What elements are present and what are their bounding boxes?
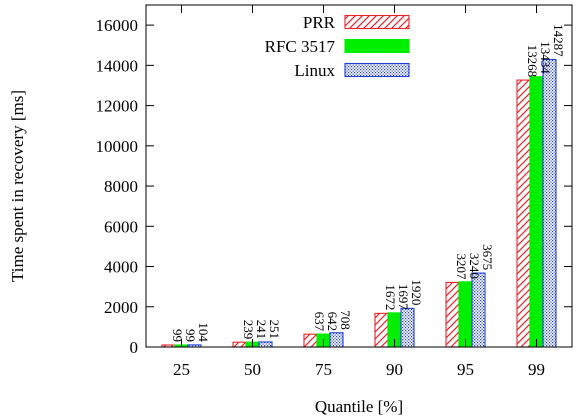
legend-label-linux: Linux — [294, 61, 335, 80]
y-tick-label: 8000 — [104, 177, 138, 196]
data-label-linux-q95: 3675 — [480, 244, 495, 270]
bar-linux-q99 — [542, 59, 557, 348]
x-axis-title: Quantile [%] — [315, 397, 403, 416]
bar-linux-q75 — [329, 332, 344, 348]
y-tick-label: 2000 — [104, 298, 138, 317]
bar-prr-q99 — [516, 79, 531, 348]
bar-linux-q95 — [471, 272, 486, 348]
bar-prr-q90 — [374, 312, 389, 348]
bar-linux-q50 — [258, 341, 273, 348]
legend-swatch-rfc-3517 — [344, 38, 410, 54]
data-label-prr-q25: 99 — [170, 329, 185, 342]
legend: PRR RFC 3517 Linux — [265, 13, 410, 80]
data-label-linux-q90: 1920 — [409, 279, 424, 305]
bar-rfc-3517-q95 — [458, 281, 473, 348]
bars-layer — [161, 59, 557, 348]
x-tick-label: 25 — [173, 360, 190, 379]
plot-frame — [145, 4, 573, 348]
legend-swatch-prr — [344, 14, 410, 30]
data-label-rfc-3517-q50: 241 — [254, 320, 269, 340]
data-label-rfc-3517-q95: 3240 — [467, 253, 482, 279]
data-label-prr-q75: 637 — [312, 312, 327, 332]
legend-label-rfc-3517: RFC 3517 — [265, 37, 336, 56]
y-tick-label: 10000 — [96, 137, 139, 156]
data-label-rfc-3517-q90: 1697 — [396, 284, 411, 311]
bar-linux-q90 — [400, 307, 415, 348]
data-label-linux-q75: 708 — [338, 310, 353, 330]
y-tick-label: 0 — [130, 338, 139, 357]
bar-prr-q95 — [445, 281, 460, 348]
x-tick-label: 90 — [386, 360, 403, 379]
y-tick-label: 4000 — [104, 258, 138, 277]
data-label-prr-q90: 1672 — [383, 284, 398, 310]
y-tick-label: 6000 — [104, 217, 138, 236]
bar-rfc-3517-q99 — [529, 76, 544, 348]
x-tick-label: 99 — [528, 360, 545, 379]
axes-layer: 0 2000 4000 6000 8000 10000 12000 14000 16000 25 5… — [96, 4, 573, 379]
y-tick-label: 12000 — [96, 97, 139, 116]
data-label-prr-q99: 13268 — [525, 45, 540, 78]
data-label-rfc-3517-q25: 99 — [183, 329, 198, 342]
legend-label-prr: PRR — [303, 13, 336, 32]
data-label-linux-q25: 104 — [196, 322, 211, 342]
y-axis-title: Time spent in recovery [ms] — [8, 90, 27, 282]
bar-prr-q75 — [303, 333, 318, 348]
x-tick-label: 50 — [244, 360, 261, 379]
data-label-rfc-3517-q99: 13434 — [538, 41, 553, 74]
bar-prr-q50 — [232, 341, 247, 348]
data-label-linux-q50: 251 — [267, 319, 282, 339]
y-tick-label: 16000 — [96, 16, 139, 35]
x-tick-label: 75 — [315, 360, 332, 379]
y-tick-label: 14000 — [96, 56, 139, 75]
data-label-prr-q50: 239 — [241, 320, 256, 340]
data-label-linux-q99: 14287 — [551, 24, 566, 57]
data-label-rfc-3517-q75: 642 — [325, 312, 340, 332]
data-label-prr-q95: 3207 — [454, 253, 469, 280]
legend-swatch-linux — [344, 62, 410, 78]
x-tick-label: 95 — [457, 360, 474, 379]
